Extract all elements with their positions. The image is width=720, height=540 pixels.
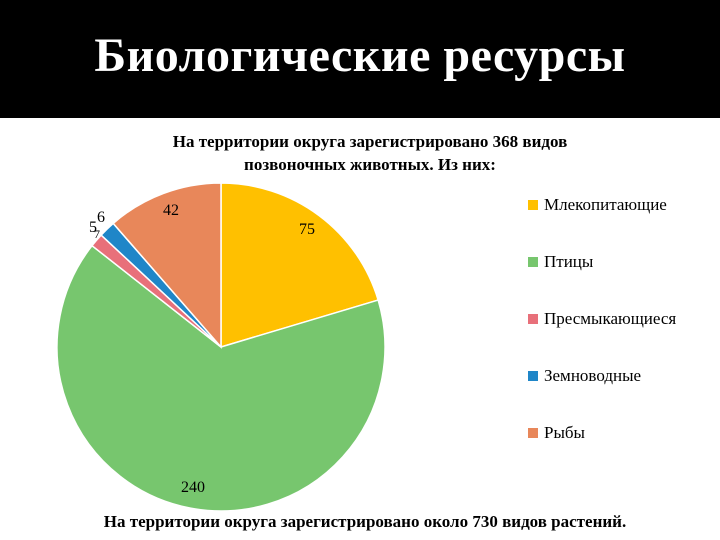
data-label-extra: 7 bbox=[94, 227, 100, 241]
chart-title-line-1: На территории округа зарегистрировано 36… bbox=[172, 132, 568, 151]
pie-slice-1 bbox=[220, 182, 380, 349]
chart-title: На территории округа зарегистрировано 36… bbox=[120, 130, 620, 176]
legend-label: Земноводные bbox=[544, 366, 642, 385]
title-bar: Биологические ресурсы bbox=[0, 0, 720, 118]
legend-label: Рыбы bbox=[544, 423, 585, 442]
legend-swatch bbox=[528, 314, 538, 324]
data-label-4: 6 bbox=[97, 209, 105, 226]
legend-label: Пресмыкающиеся bbox=[544, 309, 677, 328]
data-label-5: 42 bbox=[163, 202, 179, 219]
pie-slice-5 bbox=[112, 182, 222, 350]
data-label-2: 240 bbox=[181, 479, 205, 496]
legend-swatch bbox=[528, 371, 538, 381]
legend-swatch bbox=[528, 200, 538, 210]
legend-swatch bbox=[528, 428, 538, 438]
legend-item-2: Птицы bbox=[528, 252, 593, 272]
data-label-1: 75 bbox=[299, 221, 315, 238]
pie-slice-2 bbox=[56, 244, 386, 512]
legend-label: Млекопитающие bbox=[544, 195, 667, 214]
page-title: Биологические ресурсы bbox=[94, 29, 626, 82]
data-label-3: 5 bbox=[89, 219, 97, 236]
legend-item-4: Земноводные bbox=[528, 366, 641, 386]
chart-title-line-2: позвоночных животных. Из них: bbox=[244, 155, 496, 174]
footer-text: На территории округа зарегистрировано ок… bbox=[103, 512, 627, 531]
legend-item-3: Пресмыкающиеся bbox=[528, 309, 676, 329]
legend-label: Птицы bbox=[544, 252, 594, 271]
legend-item-1: Млекопитающие bbox=[528, 195, 667, 215]
legend-item-5: Рыбы bbox=[528, 423, 585, 443]
legend-swatch bbox=[528, 257, 538, 267]
